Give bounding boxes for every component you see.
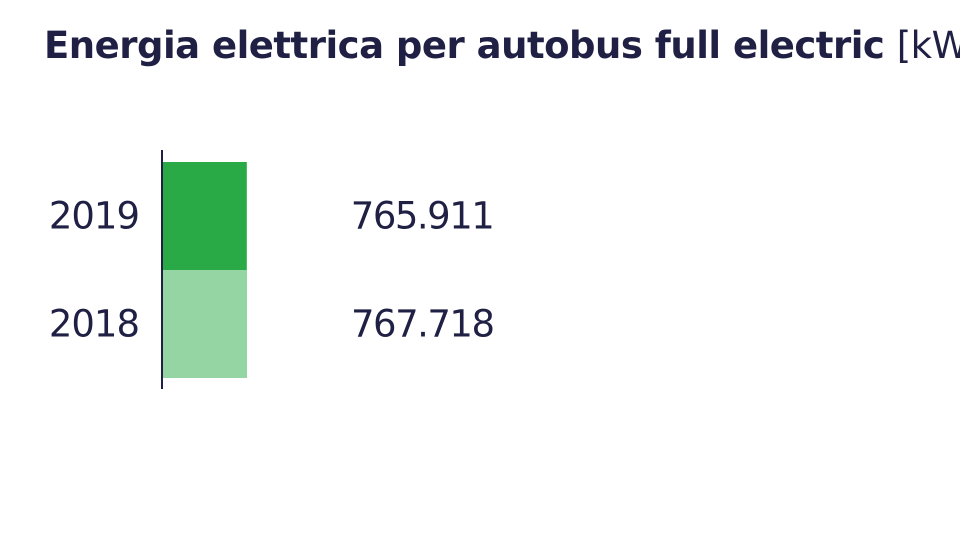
category-label-2018: 2018 <box>49 303 139 346</box>
chart-unit: [kWh] <box>896 24 960 67</box>
bar-2019 <box>163 162 247 270</box>
chart-title-text: Energia elettrica per autobus full elect… <box>44 24 885 67</box>
value-labels-group: 765.911 767.718 <box>351 195 495 346</box>
chart-title: Energia elettrica per autobus full elect… <box>44 22 960 70</box>
bar-2018 <box>163 270 247 378</box>
value-label-2018: 767.718 <box>351 303 494 346</box>
category-labels-group: 2019 2018 <box>49 195 140 346</box>
value-label-2019: 765.911 <box>351 195 494 238</box>
bars-group <box>163 162 247 378</box>
category-label-2019: 2019 <box>49 195 139 238</box>
